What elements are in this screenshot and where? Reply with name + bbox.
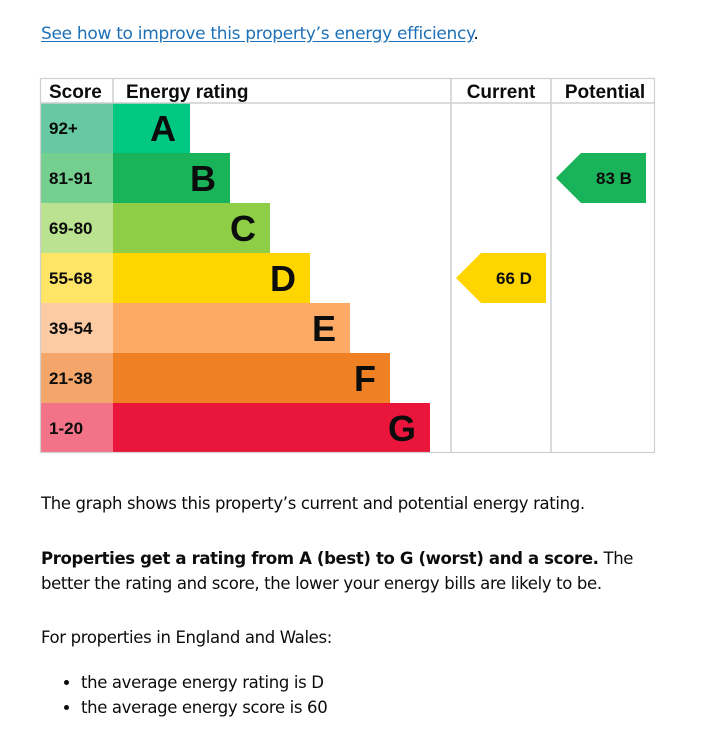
rating-letter-g: G	[388, 408, 416, 449]
energy-rating-chart: 92+ A81-91 B69-80 C55-68 D39-54 E21-38 F1-20 G …	[39, 77, 656, 454]
rating-bar-g	[113, 403, 430, 453]
rating-letter-e: E	[312, 308, 336, 349]
score-range-g: 1-20	[49, 419, 83, 438]
rating-letter-d: D	[270, 258, 296, 299]
rating-letter-a: A	[150, 108, 176, 149]
score-range-a: 92+	[49, 119, 78, 138]
score-cell-d	[40, 253, 113, 303]
score-range-e: 39-54	[49, 319, 93, 338]
rating-explanation-rest: The better the rating and score, the low…	[41, 549, 634, 593]
improve-link-line: See how to improve this property’s energ…	[41, 24, 479, 44]
current-rating-arrow	[456, 253, 546, 303]
header-current: Current	[467, 82, 536, 103]
rating-explanation: Properties get a rating from A (best) to…	[41, 546, 671, 596]
bands-layer: 92+ A 81-91 B 69-80 C 55-68 D 39-54 E 21-38 F 1-20 G	[40, 103, 430, 453]
score-range-c: 69-80	[49, 219, 92, 238]
rating-bar-f	[113, 353, 390, 403]
markers-layer: 66 D 83 B	[456, 153, 646, 303]
score-range-d: 55-68	[49, 269, 92, 288]
score-cell-b	[40, 153, 113, 203]
score-range-b: 81-91	[49, 169, 92, 188]
current-rating-label: 66 D	[496, 269, 532, 288]
rating-letter-b: B	[190, 158, 216, 199]
score-range-f: 21-38	[49, 369, 92, 388]
graph-description: The graph shows this property’s current …	[41, 494, 585, 513]
score-cell-e	[40, 303, 113, 353]
header-energy-rating: Energy rating	[126, 82, 248, 103]
score-cell-c	[40, 203, 113, 253]
table-border	[39, 77, 656, 454]
rating-bar-d	[113, 253, 310, 303]
rating-explanation-bold: Properties get a rating from A (best) to…	[41, 549, 599, 568]
improve-efficiency-link[interactable]: See how to improve this property’s energ…	[41, 24, 474, 44]
rating-letter-c: C	[230, 208, 256, 249]
rating-letter-f: F	[354, 358, 376, 399]
header-potential: Potential	[565, 82, 645, 103]
averages-list: the average energy rating is D the avera…	[41, 670, 328, 720]
score-cell-a	[40, 103, 113, 153]
potential-rating-arrow	[556, 153, 646, 203]
potential-rating-label: 83 B	[596, 169, 632, 188]
rating-bar-e	[113, 303, 350, 353]
table-grid	[39, 77, 656, 454]
header-score: Score	[49, 82, 102, 103]
score-cell-g	[40, 403, 113, 453]
rating-bar-b	[113, 153, 230, 203]
link-period: .	[473, 24, 479, 44]
rating-bar-c	[113, 203, 270, 253]
region-intro: For properties in England and Wales:	[41, 628, 332, 647]
score-cell-f	[40, 353, 113, 403]
average-rating-item: the average energy rating is D	[81, 670, 327, 695]
rating-bar-a	[113, 103, 190, 153]
average-score-item: the average energy score is 60	[81, 695, 328, 720]
